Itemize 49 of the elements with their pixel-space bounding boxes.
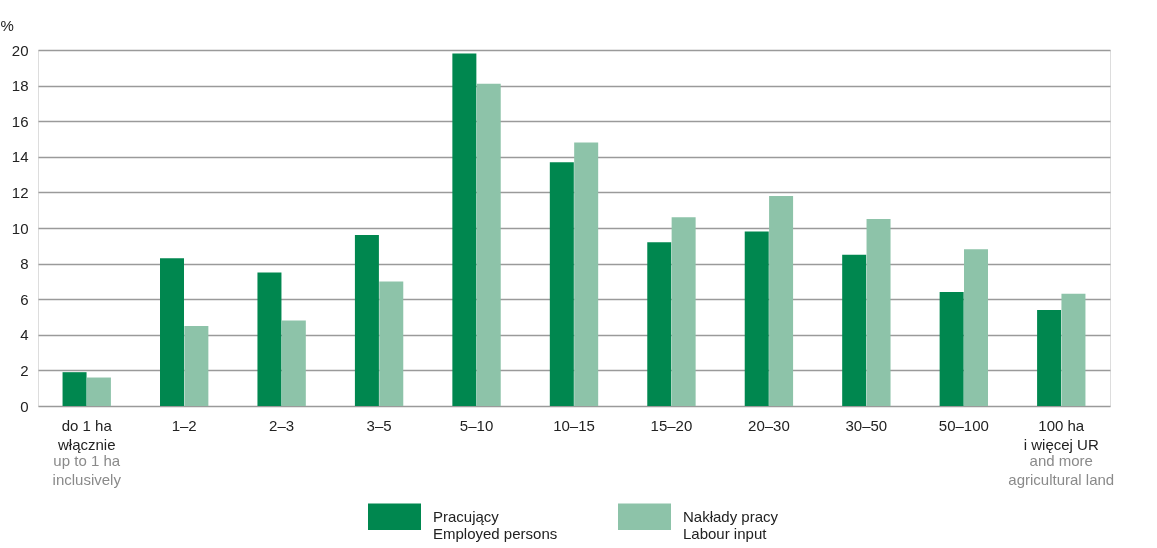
bar [476,83,501,406]
y-tick-label: 14 [11,148,29,166]
bar [744,231,769,406]
y-tick-label: 20 [11,41,29,59]
x-tick-label: 30–50 [845,416,888,434]
bar [1037,309,1062,406]
x-tick-label: 2–3 [269,416,295,434]
bar [281,320,306,406]
bar [964,249,988,406]
y-tick-label: 8 [20,255,29,273]
bar [160,258,184,406]
bar [549,162,574,406]
x-tick-label: 10–15 [553,416,595,434]
bar [647,242,672,406]
y-tick-label: 6 [20,290,29,308]
y-tick-label: 16 [11,112,29,130]
x-tick-label: 3–5 [366,416,392,434]
bar [574,142,599,406]
y-tick-label: 4 [20,326,29,344]
bar [769,195,794,406]
legend-label: Nakłady pracy Labour input [683,507,779,542]
x-tick-label: 5–10 [459,416,494,434]
bar [842,254,867,406]
x-tick-label: 1–2 [171,416,197,434]
x-tick-label: do 1 ha włącznie [56,416,116,453]
x-tick-label: 20–30 [748,416,790,434]
x-tick-label: 100 ha i więcej UR [1023,416,1099,453]
bar [671,217,696,406]
x-tick-label: 50–100 [938,416,989,434]
text: up to 1 ha inclusively [52,452,122,488]
y-axis-title: % [0,16,14,34]
bar [452,53,477,406]
bar [86,377,111,406]
bar [379,281,404,406]
bar [62,372,87,406]
y-tick-label: 0 [20,397,29,415]
bar [184,325,209,406]
bar [939,292,964,406]
y-tick-label: 2 [20,361,29,379]
bar [354,235,379,406]
x-tick-label: 15–20 [650,416,693,434]
bar [257,272,282,406]
y-tick-label: 18 [11,77,29,95]
bar [1061,293,1086,406]
y-tick-label: 12 [11,183,29,201]
bar [866,219,891,406]
text: and more agricultural land [1008,452,1115,488]
y-tick-label: 10 [11,219,29,237]
legend-label: Pracujący Employed persons [433,507,558,542]
